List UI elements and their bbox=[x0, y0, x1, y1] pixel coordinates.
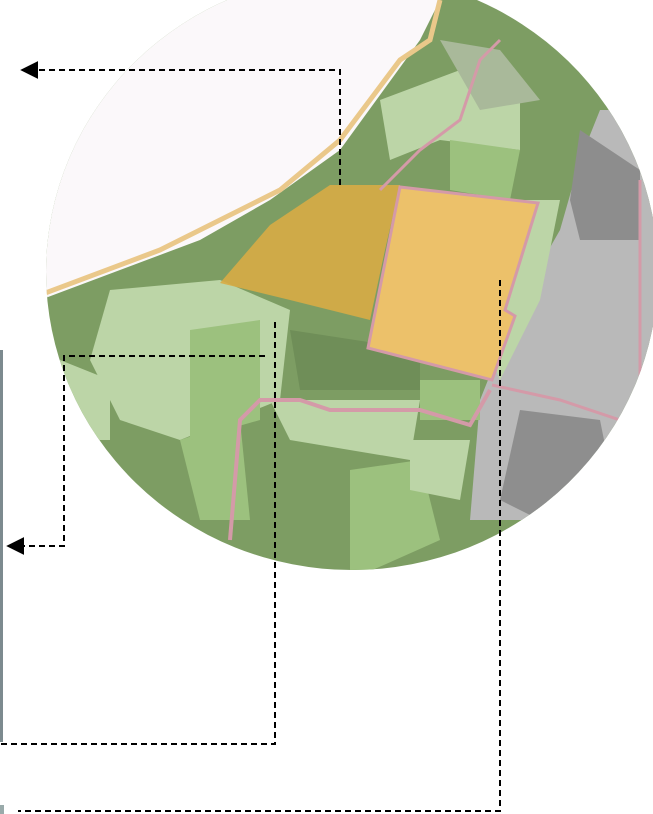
field bbox=[440, 40, 540, 110]
field bbox=[450, 140, 520, 200]
path bbox=[228, 389, 492, 541]
photo-edge bbox=[0, 805, 4, 814]
leaders bbox=[0, 61, 501, 812]
urban-block bbox=[500, 410, 610, 520]
path bbox=[378, 38, 502, 192]
map-lens bbox=[46, 0, 653, 570]
leader-line bbox=[6, 355, 265, 555]
urban-block bbox=[570, 130, 640, 240]
photo-edge bbox=[0, 350, 3, 742]
field bbox=[270, 400, 420, 460]
leader-line bbox=[0, 322, 276, 745]
field bbox=[190, 320, 260, 440]
field bbox=[410, 440, 470, 500]
leader-line bbox=[20, 61, 341, 185]
parcel bbox=[220, 185, 400, 320]
leader-line bbox=[18, 280, 501, 812]
parcel bbox=[366, 185, 540, 382]
field bbox=[420, 380, 480, 420]
